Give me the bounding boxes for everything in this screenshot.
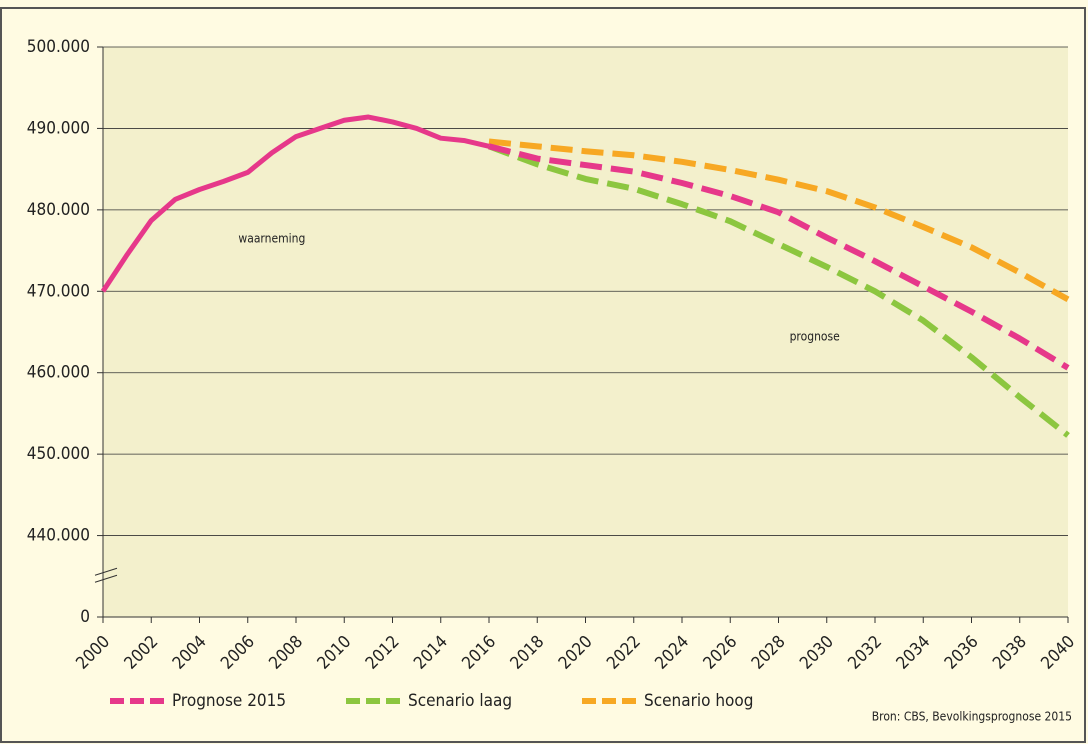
- forecast-line: [488, 138, 1070, 303]
- y-tick-label: 440.000: [27, 526, 90, 546]
- axis-break: [94, 567, 118, 576]
- y-tick-label: 490.000: [27, 118, 90, 138]
- legend-label: Scenario laag: [408, 691, 512, 711]
- forecast-line: [487, 143, 1070, 438]
- annotation: prognose: [790, 329, 841, 343]
- plot-area: [103, 47, 1068, 617]
- legend-label: Scenario hoog: [644, 691, 753, 711]
- annotation: waarneming: [238, 232, 305, 246]
- y-tick-label: 500.000: [27, 37, 90, 57]
- observed-line: [100, 114, 490, 293]
- y-tick-label: 480.000: [27, 200, 90, 220]
- y-tick-label: 460.000: [27, 363, 90, 383]
- forecast-line: [488, 143, 1070, 371]
- legend-label: Prognose 2015: [172, 691, 286, 711]
- source: Bron: CBS, Bevolkingsprognose 2015: [872, 710, 1072, 724]
- y-tick-label: 0: [80, 607, 90, 627]
- y-tick-label: 450.000: [27, 444, 90, 464]
- axis-break: [94, 574, 118, 583]
- y-tick-label: 470.000: [27, 281, 90, 301]
